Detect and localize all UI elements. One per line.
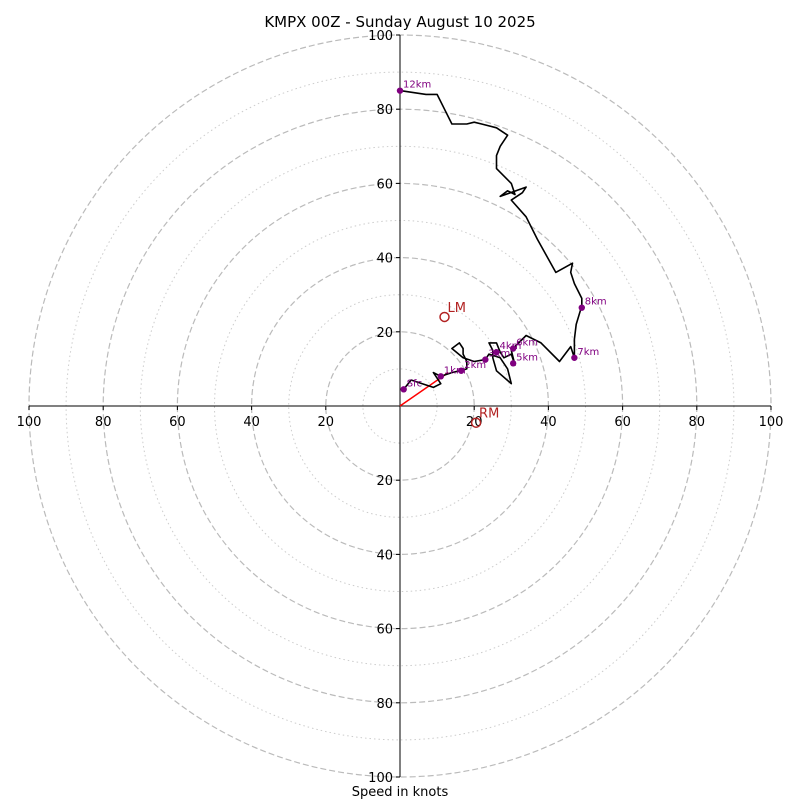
x-axis-label: Speed in knots	[352, 785, 449, 800]
height-marker-1km	[437, 373, 445, 380]
x-tick-label: 40	[540, 415, 557, 430]
y-tick-label: 60	[376, 623, 393, 638]
height-marker-sfc	[400, 386, 407, 393]
height-marker-5km	[509, 360, 517, 367]
height-marker-8km	[578, 304, 585, 311]
height-marker-4km	[493, 349, 500, 356]
x-tick-label: 60	[169, 415, 186, 430]
height-label-1km: 1km	[444, 365, 466, 376]
height-label-sfc: Sfc	[407, 378, 422, 389]
storm-motion-label-lm: LM	[448, 301, 466, 316]
y-tick-label: 100	[368, 771, 393, 786]
x-tick-label: 20	[318, 415, 335, 430]
x-tick-label: 100	[17, 415, 42, 430]
chart-title: KMPX 00Z - Sunday August 10 2025	[264, 13, 535, 31]
height-label-4km: 4km	[499, 341, 521, 352]
y-tick-label: 40	[376, 548, 393, 563]
height-label-7km: 7km	[577, 347, 599, 358]
storm-motion-label-rm: RM	[479, 407, 499, 422]
x-tick-label: 60	[614, 415, 631, 430]
hodograph-line	[399, 89, 583, 390]
storm-motion-markers: LM RM	[439, 301, 499, 428]
y-tick-label: 100	[368, 29, 393, 44]
height-label-3km: 3km	[488, 349, 510, 360]
height-marker-7km	[571, 354, 578, 361]
storm-motion-rm	[470, 417, 482, 428]
y-tick-label: 20	[376, 474, 393, 489]
height-label-2km: 2km	[464, 360, 486, 371]
x-tick-label: 100	[759, 415, 784, 430]
height-marker-12km	[396, 87, 404, 94]
y-tick-label: 40	[376, 252, 393, 267]
height-label-8km: 8km	[585, 297, 607, 308]
height-marker-2km	[458, 367, 465, 374]
x-tick-label: 80	[95, 415, 112, 430]
y-tick-label: 60	[376, 177, 393, 192]
height-label-12km: 12km	[403, 80, 431, 91]
height-marker-6km	[509, 345, 517, 352]
y-tick-label: 20	[376, 326, 393, 341]
height-label-6km: 6km	[516, 337, 538, 348]
y-tick-label: 80	[376, 697, 393, 712]
height-marker-3km	[482, 356, 489, 363]
storm-motion-lm	[439, 311, 450, 323]
y-tick-label: 80	[376, 103, 393, 118]
height-label-5km: 5km	[516, 352, 538, 363]
x-tick-label: 80	[689, 415, 706, 430]
x-tick-label: 40	[243, 415, 260, 430]
